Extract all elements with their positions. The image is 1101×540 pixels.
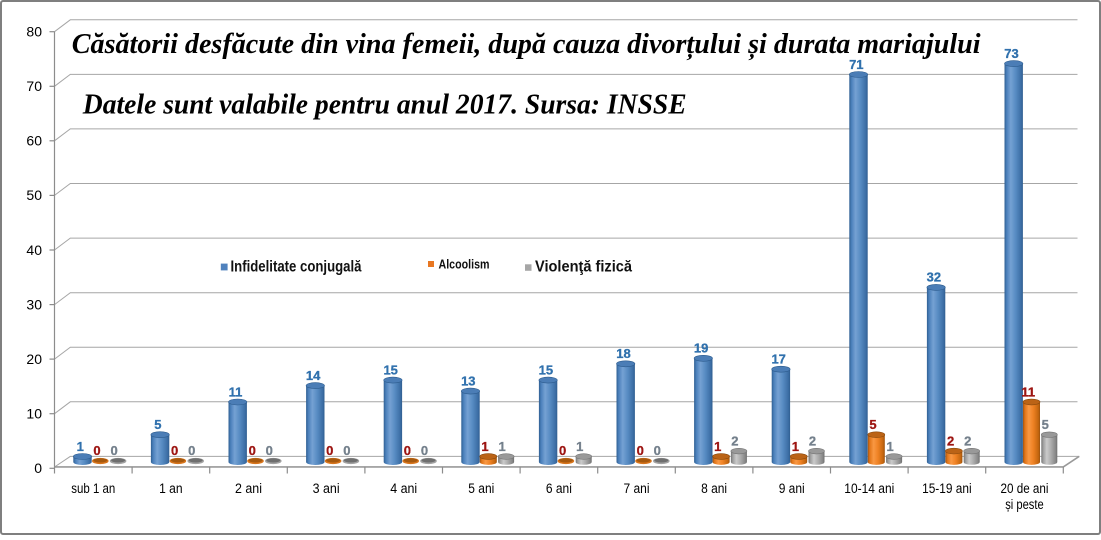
svg-text:2: 2	[964, 433, 971, 448]
svg-text:71: 71	[849, 57, 863, 72]
svg-text:3 ani: 3 ani	[313, 481, 340, 496]
svg-text:2: 2	[947, 433, 954, 448]
svg-text:19: 19	[694, 341, 708, 356]
svg-text:15-19 ani: 15-19 ani	[922, 481, 972, 496]
svg-text:0: 0	[421, 443, 428, 458]
svg-text:1: 1	[576, 439, 583, 454]
svg-text:30: 30	[26, 296, 42, 312]
svg-text:10-14 ani: 10-14 ani	[844, 481, 894, 496]
svg-text:5: 5	[869, 417, 876, 432]
svg-text:20: 20	[26, 351, 42, 367]
svg-text:Alcoolism: Alcoolism	[439, 257, 490, 272]
svg-text:32: 32	[927, 270, 941, 285]
svg-text:Violenţă fizică: Violenţă fizică	[535, 259, 632, 276]
svg-text:1: 1	[714, 439, 721, 454]
svg-text:Căsătorii desfăcute din vina f: Căsătorii desfăcute din vina femeii, dup…	[72, 29, 981, 61]
svg-text:Datele sunt valabile pentru an: Datele sunt valabile pentru anul 2017. S…	[82, 90, 687, 121]
svg-text:14: 14	[306, 368, 321, 383]
svg-text:18: 18	[616, 346, 630, 361]
svg-text:13: 13	[461, 373, 475, 388]
svg-text:1 an: 1 an	[159, 481, 183, 496]
svg-text:0: 0	[93, 443, 100, 458]
svg-text:1: 1	[886, 439, 893, 454]
svg-text:1: 1	[498, 439, 505, 454]
svg-text:5 ani: 5 ani	[468, 481, 494, 496]
svg-text:17: 17	[771, 352, 785, 367]
svg-text:0: 0	[110, 443, 117, 458]
svg-text:50: 50	[26, 187, 42, 203]
svg-text:2 ani: 2 ani	[235, 481, 262, 496]
svg-text:și peste: și peste	[1005, 497, 1043, 512]
svg-text:0: 0	[637, 443, 644, 458]
svg-text:0: 0	[654, 443, 661, 458]
svg-text:0: 0	[559, 443, 566, 458]
svg-text:20 de ani: 20 de ani	[1001, 481, 1049, 496]
svg-text:73: 73	[1004, 46, 1018, 61]
svg-text:6 ani: 6 ani	[546, 481, 572, 496]
svg-text:5: 5	[154, 417, 161, 432]
svg-text:2: 2	[731, 433, 738, 448]
svg-text:1: 1	[481, 439, 488, 454]
svg-text:11: 11	[229, 384, 243, 399]
svg-text:0: 0	[266, 443, 273, 458]
svg-text:8 ani: 8 ani	[701, 481, 727, 496]
svg-text:0: 0	[343, 443, 350, 458]
svg-text:5: 5	[1042, 417, 1049, 432]
svg-text:9 ani: 9 ani	[779, 481, 805, 496]
svg-text:10: 10	[26, 406, 42, 422]
svg-text:0: 0	[34, 460, 42, 476]
svg-text:7 ani: 7 ani	[624, 481, 650, 496]
svg-text:0: 0	[171, 443, 178, 458]
svg-text:1: 1	[792, 439, 799, 454]
svg-text:Infidelitate conjugală: Infidelitate conjugală	[231, 259, 362, 276]
svg-text:0: 0	[404, 443, 411, 458]
svg-text:sub 1 an: sub 1 an	[71, 481, 115, 496]
svg-text:60: 60	[26, 133, 42, 149]
svg-text:0: 0	[188, 443, 195, 458]
svg-text:2: 2	[809, 433, 816, 448]
svg-text:40: 40	[26, 242, 42, 258]
svg-text:15: 15	[539, 362, 553, 377]
svg-text:70: 70	[26, 78, 42, 94]
svg-text:4 ani: 4 ani	[390, 481, 417, 496]
svg-text:1: 1	[77, 439, 84, 454]
svg-text:15: 15	[383, 362, 397, 377]
svg-text:0: 0	[249, 443, 256, 458]
svg-text:11: 11	[1021, 384, 1035, 399]
svg-text:0: 0	[326, 443, 333, 458]
svg-text:80: 80	[26, 24, 42, 40]
